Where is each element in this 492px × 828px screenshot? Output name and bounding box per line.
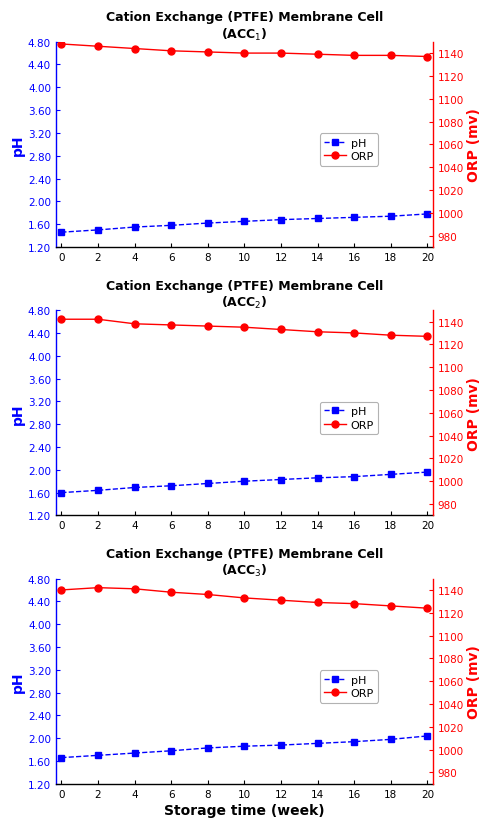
- Title: Cation Exchange (PTFE) Membrane Cell
(ACC$_1$): Cation Exchange (PTFE) Membrane Cell (AC…: [106, 11, 383, 42]
- Title: Cation Exchange (PTFE) Membrane Cell
(ACC$_2$): Cation Exchange (PTFE) Membrane Cell (AC…: [106, 279, 383, 310]
- Title: Cation Exchange (PTFE) Membrane Cell
(ACC$_3$): Cation Exchange (PTFE) Membrane Cell (AC…: [106, 547, 383, 579]
- X-axis label: Storage time (week): Storage time (week): [164, 803, 325, 817]
- Y-axis label: pH: pH: [11, 402, 25, 424]
- Y-axis label: ORP (mv): ORP (mv): [467, 644, 481, 718]
- Legend: pH, ORP: pH, ORP: [319, 402, 378, 435]
- Y-axis label: pH: pH: [11, 671, 25, 692]
- Y-axis label: ORP (mv): ORP (mv): [467, 377, 481, 450]
- Legend: pH, ORP: pH, ORP: [319, 671, 378, 703]
- Y-axis label: ORP (mv): ORP (mv): [467, 108, 481, 182]
- Legend: pH, ORP: pH, ORP: [319, 134, 378, 166]
- Y-axis label: pH: pH: [11, 134, 25, 156]
